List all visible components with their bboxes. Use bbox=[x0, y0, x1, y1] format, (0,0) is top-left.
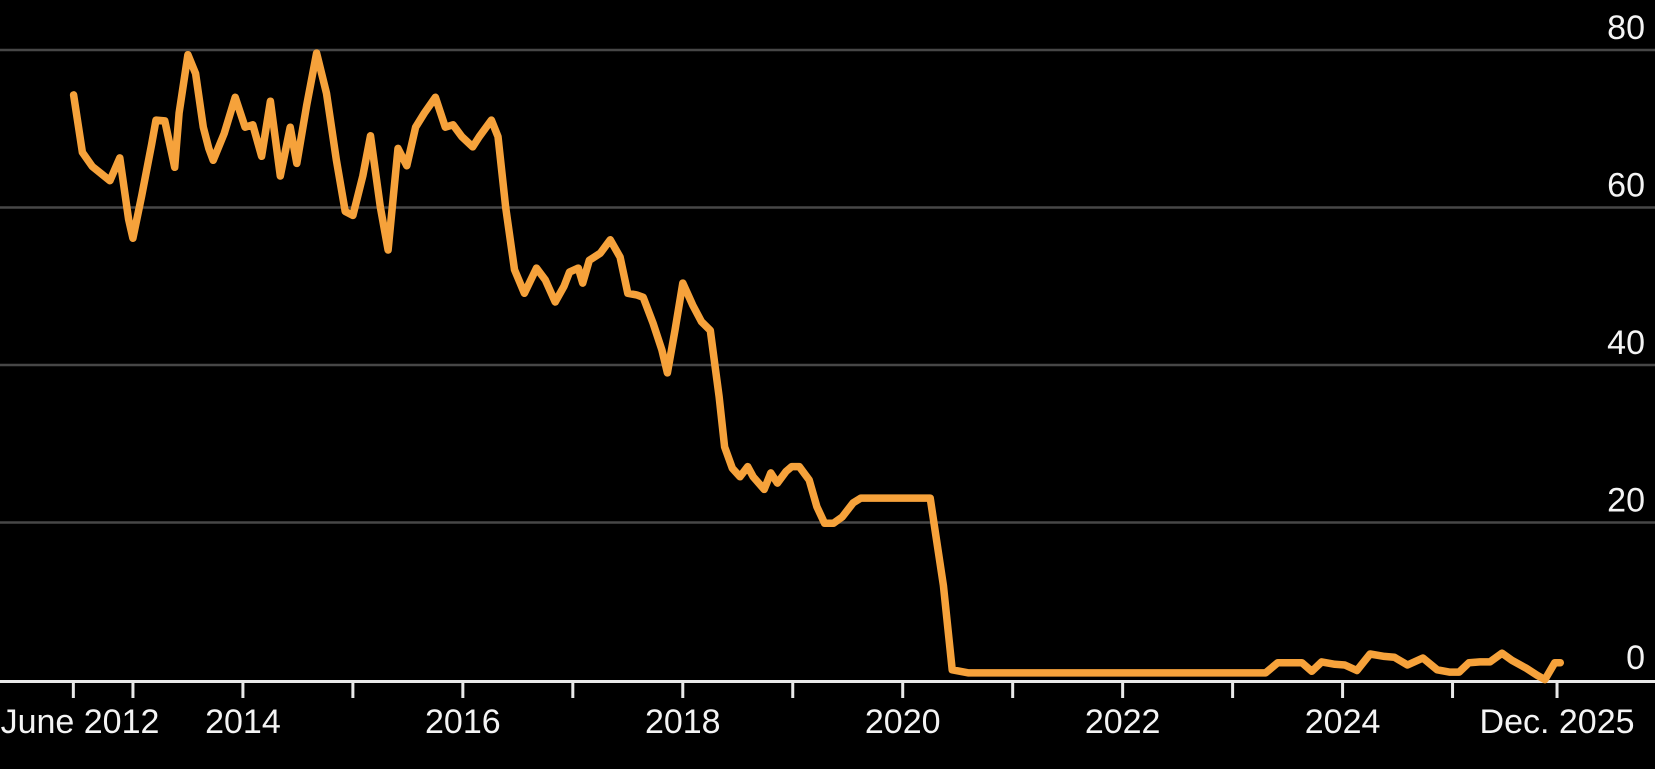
y-tick-label: 40 bbox=[1607, 324, 1645, 362]
series-group bbox=[69, 49, 1565, 684]
price-line bbox=[69, 49, 1565, 684]
y-tick-label: 80 bbox=[1607, 9, 1645, 47]
x-tick-label: 2016 bbox=[425, 703, 501, 741]
x-tick-label: June 2012 bbox=[1, 703, 160, 741]
y-tick-label: 20 bbox=[1607, 482, 1645, 520]
axis-labels-group: 80 60 40 20 0 June 2012 2014 2016 2018 2020 2022 20… bbox=[1, 9, 1645, 741]
x-tick-label: 2024 bbox=[1305, 703, 1381, 741]
y-tick-label: 0 bbox=[1626, 639, 1645, 677]
x-tick-label: 2014 bbox=[205, 703, 281, 741]
x-tick-label: Dec. 2025 bbox=[1480, 703, 1635, 741]
y-tick-label: 60 bbox=[1607, 167, 1645, 205]
x-tick-label: 2020 bbox=[865, 703, 941, 741]
x-tick-label: 2018 bbox=[645, 703, 721, 741]
x-tick-label: 2022 bbox=[1085, 703, 1161, 741]
x-axis-group bbox=[0, 680, 1655, 698]
gridlines-group bbox=[0, 48, 1655, 524]
